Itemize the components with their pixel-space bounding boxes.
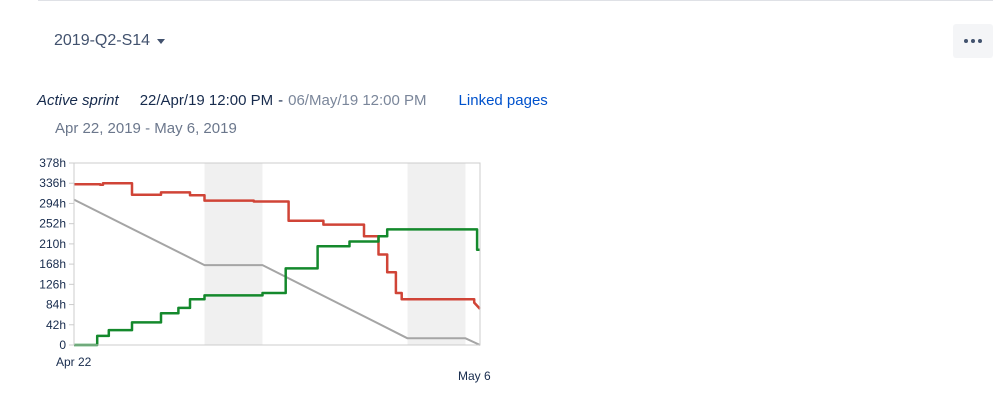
- remaining-line: [74, 181, 481, 310]
- non-working-days-band: [204, 163, 263, 345]
- y-axis-tick-label: 126h: [39, 277, 66, 291]
- linked-pages-link[interactable]: Linked pages: [458, 91, 548, 109]
- completed-line: [74, 228, 480, 347]
- sprint-date-range: Apr 22, 2019 - May 6, 2019: [55, 120, 237, 137]
- y-axis-tick-label: 336h: [39, 176, 66, 190]
- more-horizontal-icon: [964, 39, 968, 43]
- y-axis-tick-label: 294h: [39, 196, 66, 210]
- y-axis-tick-label: 378h: [39, 156, 66, 170]
- more-actions-button[interactable]: [953, 24, 993, 58]
- top-divider: [38, 0, 993, 1]
- sprint-name: 2019-Q2-S14: [54, 32, 151, 49]
- y-axis-tick-label: 0: [59, 338, 66, 352]
- sprint-selector[interactable]: 2019-Q2-S14: [54, 30, 166, 52]
- x-axis-start-label: Apr 22: [56, 355, 92, 369]
- y-axis-tick-label: 84h: [46, 298, 66, 312]
- sprint-start-date: 22/Apr/19 12:00 PM: [139, 91, 274, 109]
- plot-area-border: [73, 162, 481, 346]
- more-horizontal-icon: [978, 39, 982, 43]
- guideline-line: [73, 198, 481, 346]
- x-axis-end-label: May 6: [458, 369, 491, 383]
- date-separator: -: [278, 91, 284, 109]
- sprint-status: Active sprint: [37, 91, 119, 109]
- y-axis-tick-label: 210h: [39, 237, 66, 251]
- non-working-days-band: [407, 163, 466, 345]
- y-axis-tick-label: 168h: [39, 257, 66, 271]
- sprint-end-date: 06/May/19 12:00 PM: [288, 91, 427, 109]
- more-horizontal-icon: [971, 39, 975, 43]
- y-axis-tick-label: 252h: [39, 217, 66, 231]
- sprint-info-row: Active sprint 22/Apr/19 12:00 PM - 06/Ma…: [37, 90, 548, 110]
- y-axis-tick-label: 42h: [46, 318, 66, 332]
- chevron-down-icon: [157, 39, 166, 44]
- burndown-chart: 378h 336h 294h 252h 210h 168h 126h 84h 42h 0 Apr …: [39, 156, 491, 383]
